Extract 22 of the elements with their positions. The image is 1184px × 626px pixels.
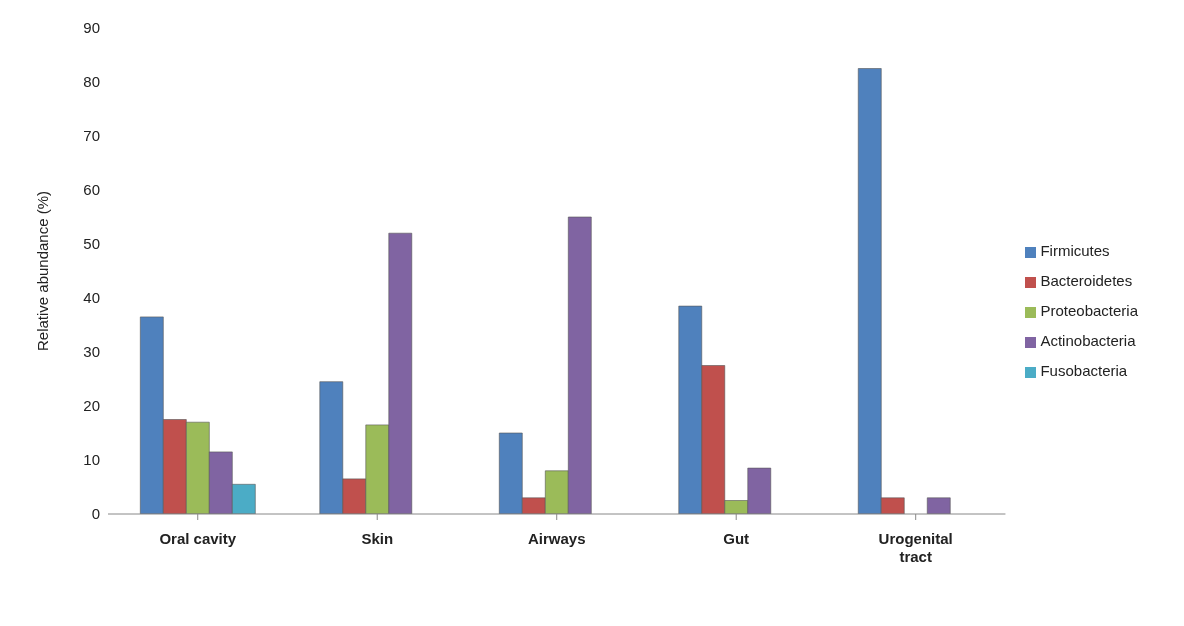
y-tick-label: 80 (83, 73, 100, 91)
y-tick-label: 70 (83, 127, 100, 145)
legend-label: Bacteroidetes (1040, 272, 1133, 289)
y-axis-title: Relative abundance (%) (34, 190, 52, 352)
y-tick-label: 0 (91, 505, 100, 523)
legend-label: Proteobacteria (1040, 302, 1138, 319)
x-tick-label: Gut (723, 530, 750, 547)
legend-label: Actinobacteria (1040, 332, 1136, 349)
y-tick-label: 20 (83, 397, 100, 415)
x-tick-label: Airways (527, 530, 586, 547)
y-tick-label: 60 (83, 181, 100, 199)
y-tick-label: 50 (83, 235, 100, 253)
legend-label: Firmicutes (1040, 242, 1110, 259)
y-tick-label: 40 (83, 289, 100, 307)
x-tick-label: Oral cavity (159, 530, 237, 547)
x-tick-label: Urogenital tract (878, 530, 953, 565)
y-tick-label: 90 (83, 19, 100, 37)
x-tick-label: Skin (361, 530, 394, 547)
y-tick-label: 10 (83, 451, 100, 469)
bar (926, 497, 951, 514)
legend-label: Fusobacteria (1040, 362, 1128, 379)
y-tick-label: 30 (83, 343, 100, 361)
